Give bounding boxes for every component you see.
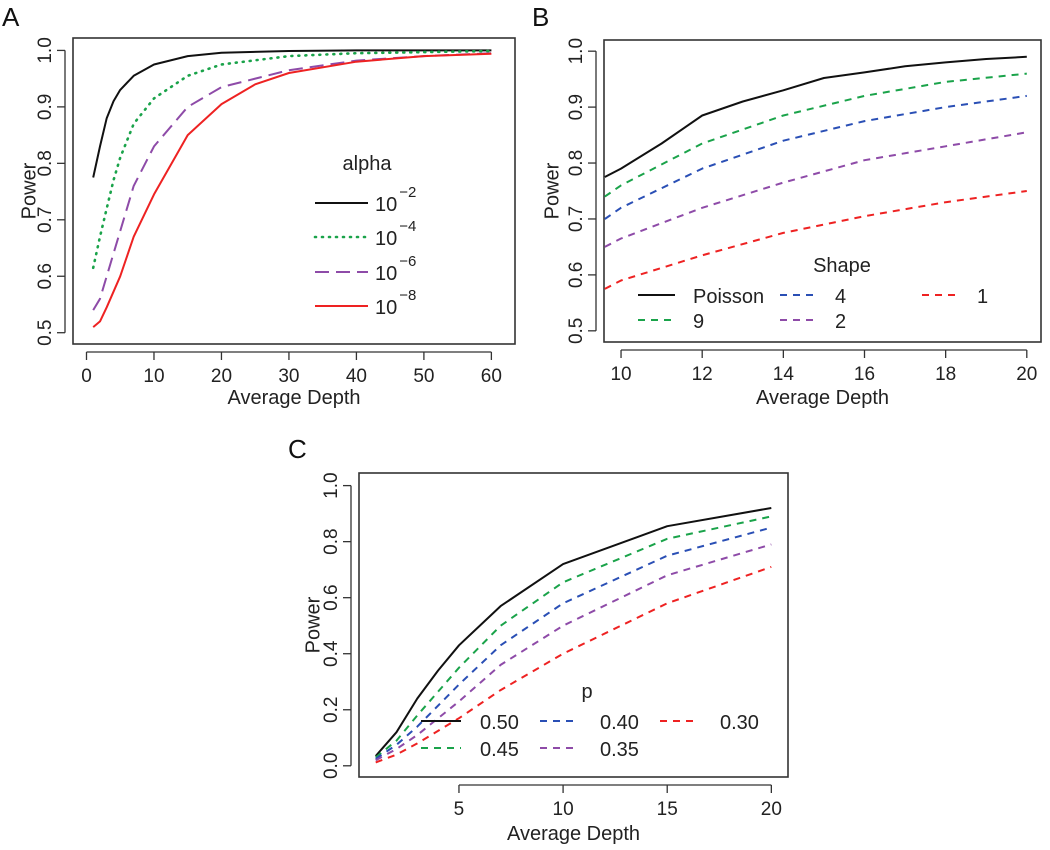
legend-label: 9 bbox=[693, 311, 704, 333]
legend-label: 0.45 bbox=[480, 739, 519, 761]
series-line-10-6 bbox=[92, 52, 492, 311]
series-line-0-40 bbox=[375, 526, 772, 760]
series-line-poisson bbox=[604, 55, 1027, 178]
legend-label: 0.30 bbox=[720, 712, 759, 734]
legend-label: 0.35 bbox=[600, 739, 639, 761]
y-tick-label: 1.0 bbox=[35, 37, 56, 63]
x-tick-label: 30 bbox=[278, 366, 299, 387]
legend-item: 10−2 bbox=[315, 184, 416, 216]
legend-item: 4 bbox=[780, 286, 846, 308]
x-tick-label: 10 bbox=[143, 366, 164, 387]
legend-item: 0.45 bbox=[421, 739, 519, 761]
y-tick-label: 0.8 bbox=[35, 150, 56, 176]
y-axis-label: Power bbox=[19, 162, 41, 219]
series-line-0-45 bbox=[375, 515, 772, 759]
x-tick-label: 20 bbox=[1016, 364, 1037, 385]
series-line-10-2 bbox=[92, 49, 492, 178]
legend-label: 0.40 bbox=[600, 712, 639, 734]
series-line-2 bbox=[604, 131, 1027, 248]
y-axis-label: Power bbox=[542, 162, 564, 219]
panel-label: A bbox=[2, 2, 20, 32]
legend-item: 10−6 bbox=[315, 253, 416, 285]
x-tick-label: 12 bbox=[692, 364, 713, 385]
y-tick-label: 0.6 bbox=[35, 263, 56, 289]
x-tick-label: 18 bbox=[935, 364, 956, 385]
x-tick-label: 15 bbox=[657, 799, 678, 820]
legend-item: Poisson bbox=[638, 286, 764, 308]
legend-title: Shape bbox=[813, 255, 871, 277]
y-tick-label: 0.6 bbox=[566, 262, 587, 288]
series-line-4 bbox=[604, 94, 1027, 220]
y-tick-label: 0.4 bbox=[321, 640, 342, 667]
x-tick-label: 20 bbox=[761, 799, 782, 820]
legend-item: 0.30 bbox=[660, 712, 759, 734]
legend-item: 10−4 bbox=[313, 218, 416, 250]
series-line-1 bbox=[604, 190, 1027, 290]
x-axis-label: Average Depth bbox=[507, 823, 640, 845]
y-tick-label: 1.0 bbox=[566, 38, 587, 64]
y-axis-label: Power bbox=[303, 596, 325, 653]
legend: Shape Poisson 9 4 2 1 bbox=[638, 255, 988, 333]
plot-frame bbox=[603, 39, 1042, 343]
legend-item: 0.35 bbox=[540, 739, 639, 761]
x-tick-label: 5 bbox=[454, 799, 465, 820]
legend-item: 9 bbox=[638, 311, 704, 333]
x-tick-label: 0 bbox=[81, 366, 92, 387]
legend-item: 0.50 bbox=[421, 712, 519, 734]
legend-item: 1 bbox=[922, 286, 988, 308]
legend-label: 2 bbox=[835, 311, 846, 333]
x-axis-label: Average Depth bbox=[227, 387, 360, 409]
legend-label: 0.50 bbox=[480, 712, 519, 734]
plot-frame bbox=[72, 37, 516, 345]
y-tick-label: 0.8 bbox=[321, 528, 342, 554]
x-tick-label: 10 bbox=[553, 799, 574, 820]
panel-a: A 0 10 20 30 40 50 60 0.5 0.6 0.7 0.8 0.9 1.0 Average … bbox=[2, 2, 516, 409]
series-line-10-4 bbox=[91, 49, 493, 270]
legend-label: 10−8 bbox=[375, 287, 416, 319]
legend-label: 4 bbox=[835, 286, 846, 308]
y-tick-label: 0.9 bbox=[35, 94, 56, 120]
x-tick-label: 14 bbox=[773, 364, 795, 385]
legend-item: 2 bbox=[780, 311, 846, 333]
legend-label: 10−6 bbox=[375, 253, 416, 285]
y-tick-label: 0.5 bbox=[566, 318, 587, 344]
y-tick-label: 0.7 bbox=[35, 207, 56, 233]
x-tick-label: 16 bbox=[854, 364, 875, 385]
x-tick-label: 60 bbox=[481, 366, 502, 387]
legend-title: p bbox=[581, 681, 592, 703]
series-line-10-8 bbox=[92, 52, 492, 328]
legend-label: 10−2 bbox=[375, 184, 416, 216]
legend-item: 0.40 bbox=[540, 712, 639, 734]
x-tick-label: 50 bbox=[413, 366, 434, 387]
y-tick-label: 0.6 bbox=[321, 584, 342, 610]
legend: p 0.50 0.45 0.40 0.35 0.30 bbox=[421, 681, 759, 761]
series-line-0-35 bbox=[375, 543, 772, 762]
legend-label: 10−4 bbox=[375, 218, 416, 250]
legend-title: alpha bbox=[343, 153, 393, 175]
x-tick-label: 20 bbox=[211, 366, 232, 387]
panel-label: C bbox=[288, 434, 307, 464]
y-tick-label: 0.5 bbox=[35, 319, 56, 345]
x-axis-label: Average Depth bbox=[756, 387, 889, 409]
y-tick-label: 0.7 bbox=[566, 206, 587, 232]
series-line-0-30 bbox=[375, 565, 772, 764]
y-tick-label: 1.0 bbox=[321, 472, 342, 498]
legend-label: Poisson bbox=[693, 286, 764, 308]
series-line-9 bbox=[604, 72, 1027, 198]
plot-frame bbox=[358, 472, 789, 778]
y-tick-label: 0.0 bbox=[321, 753, 342, 779]
panel-label: B bbox=[532, 2, 549, 32]
panel-c: C 5 10 15 20 0.0 0.2 0.4 0.6 0.8 1.0 Average Depth P… bbox=[288, 434, 789, 845]
x-tick-label: 10 bbox=[610, 364, 631, 385]
y-tick-label: 0.8 bbox=[566, 150, 587, 176]
legend-item: 10−8 bbox=[315, 287, 416, 319]
legend: alpha 10−210−410−610−8 bbox=[313, 153, 416, 319]
y-tick-label: 0.2 bbox=[321, 697, 342, 723]
x-tick-label: 40 bbox=[346, 366, 367, 387]
legend-label: 1 bbox=[977, 286, 988, 308]
series-line-0-50 bbox=[374, 507, 772, 757]
y-tick-label: 0.9 bbox=[566, 94, 587, 120]
